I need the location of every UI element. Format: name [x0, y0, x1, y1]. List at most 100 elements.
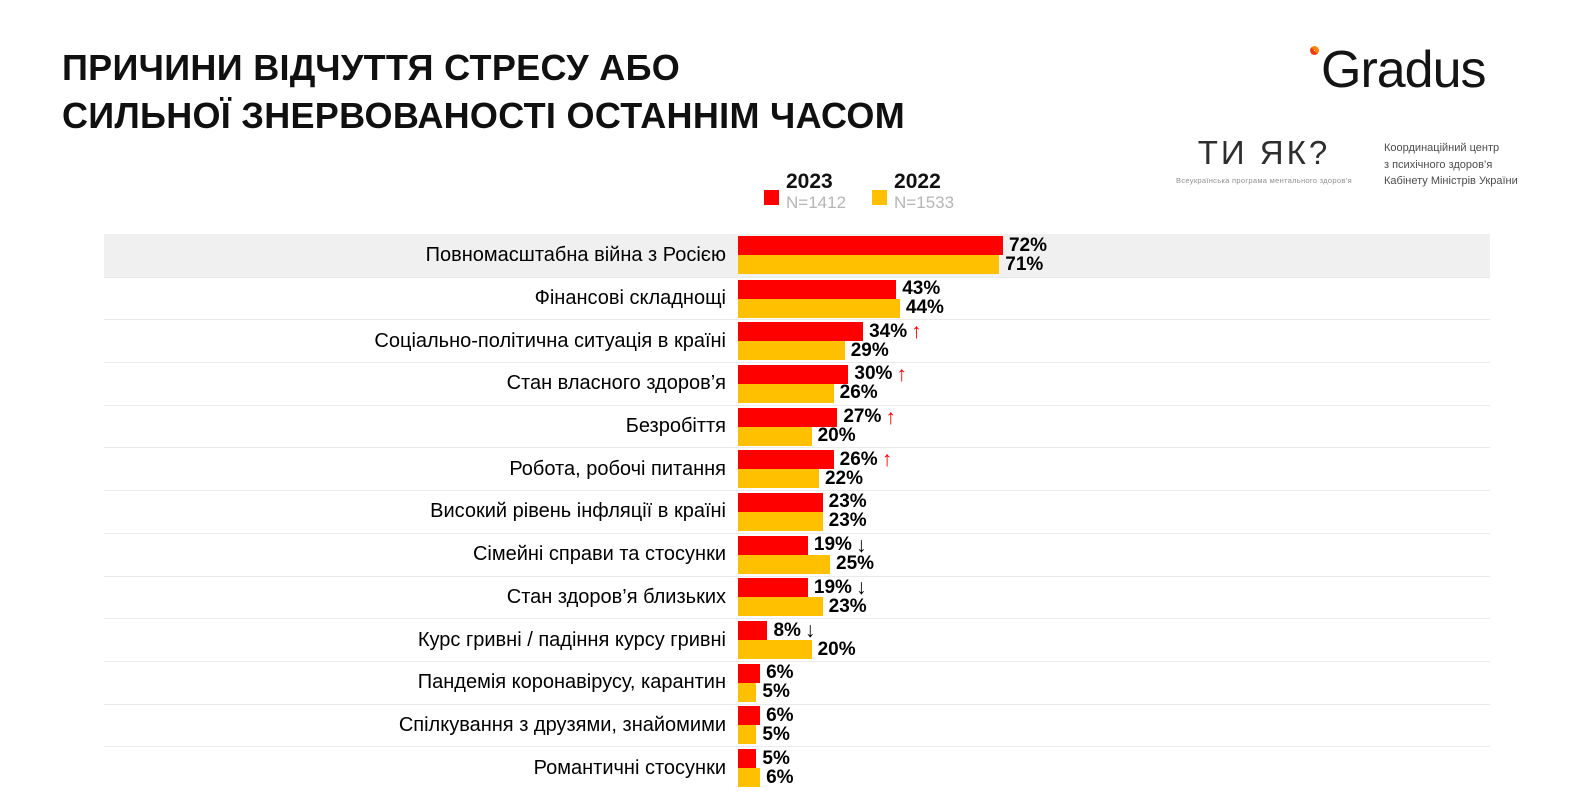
chart-legend: 2023 N=1412 2022 N=1533 — [764, 170, 954, 213]
row-bars: 34% ↑ 29% — [738, 320, 1490, 361]
bar-2022 — [738, 768, 761, 788]
bar-line-2023: 8% ↓ — [738, 620, 1490, 641]
bar-2023 — [738, 706, 761, 726]
legend-year-2023: 2023 — [786, 170, 833, 193]
bar-2023 — [738, 236, 1003, 256]
bar-value-2023: 6% — [766, 662, 794, 684]
bar-value-2023: 34% — [869, 320, 908, 342]
page-title: ПРИЧИНИ ВІДЧУТТЯ СТРЕСУ АБО СИЛЬНОЇ ЗНЕР… — [62, 44, 905, 139]
bar-line-2023: 19% ↓ — [738, 533, 1490, 557]
row-bars: 19% ↓ 23% — [738, 577, 1490, 617]
chart-row: Стан здоров’я близьких 19% ↓ 23% — [104, 575, 1490, 619]
bar-2023 — [738, 749, 757, 769]
bar-2022 — [738, 597, 823, 617]
row-label: Високий рівень інфляції в країні — [430, 500, 726, 523]
row-label: Фінансові складнощі — [534, 287, 726, 310]
row-label: Пандемія коронавірусу, карантин — [417, 671, 726, 694]
legend-sample-size-2022: N=1533 — [894, 193, 955, 213]
coordination-center-text: Координаційний центр з психічного здоров… — [1384, 142, 1518, 187]
gradus-wordmark: Gradus — [1321, 41, 1487, 99]
chart-row: Сімейні справи та стосунки 19% ↓ 25% — [104, 532, 1490, 576]
bar-2022 — [738, 511, 823, 531]
bar-line-2023: 34% ↑ — [738, 320, 1490, 344]
bar-value-2022: 20% — [817, 638, 856, 660]
chart-row: Робота, робочі питання 26% ↑ 22% — [104, 447, 1490, 490]
bar-line-2023: 30% ↑ — [738, 362, 1490, 386]
bar-line-2022: 6% — [738, 766, 1490, 788]
legend-item-2022: 2022 N=1533 — [872, 170, 954, 213]
chart-row: Соціально-політична ситуація в країні 34%… — [104, 319, 1490, 362]
row-bars: 19% ↓ 25% — [738, 533, 1490, 574]
bar-line-2022: 71% — [738, 254, 1490, 275]
bar-value-2022: 20% — [817, 425, 856, 447]
bar-2023 — [738, 621, 768, 641]
bar-2022 — [738, 640, 812, 660]
bar-2022 — [738, 341, 845, 361]
trend-up-arrow: ↑ — [911, 320, 922, 344]
bar-line-2022: 5% — [738, 723, 1490, 745]
page-title-line2: СИЛЬНОЇ ЗНЕРВОВАНОСТІ ОСТАННІМ ЧАСОМ — [62, 94, 906, 136]
bar-value-2022: 22% — [824, 467, 863, 489]
bar-2023 — [738, 407, 838, 427]
bar-2023 — [738, 535, 808, 555]
row-label: Стан власного здоров’я — [506, 372, 726, 395]
row-bars: 6% 5% — [738, 704, 1490, 745]
bar-2023 — [738, 322, 864, 342]
bar-2022 — [738, 426, 812, 446]
legend-swatch-2022-icon — [872, 190, 888, 205]
bar-value-2023: 23% — [828, 491, 867, 513]
row-bars: 27% ↑ 20% — [738, 405, 1490, 447]
legend-item-2023: 2023 N=1412 — [764, 170, 846, 213]
row-label: Повномасштабна війна з Росією — [425, 243, 726, 266]
bar-value-2023: 5% — [762, 747, 790, 769]
bar-2022 — [738, 255, 1000, 275]
bar-line-2022: 44% — [738, 297, 1490, 318]
row-bars: 8% ↓ 20% — [738, 620, 1490, 660]
bar-value-2022: 5% — [762, 723, 790, 745]
bar-2023 — [738, 663, 761, 683]
bar-line-2022: 29% — [738, 339, 1490, 361]
bar-value-2023: 6% — [766, 704, 794, 726]
bar-2023 — [738, 492, 823, 512]
row-bars: 5% 6% — [738, 747, 1490, 788]
trend-up-arrow: ↑ — [885, 405, 896, 429]
bar-value-2023: 27% — [843, 406, 882, 428]
bar-value-2023: 19% — [813, 534, 852, 556]
bar-line-2023: 5% — [738, 747, 1490, 769]
bar-2022 — [738, 298, 900, 318]
row-label: Романтичні стосунки — [533, 756, 726, 779]
bar-chart: Повномасштабна війна з Росією 72% 71% Фінан… — [104, 234, 1490, 789]
bar-line-2023: 43% — [738, 278, 1490, 300]
row-bars: 23% 23% — [738, 491, 1490, 532]
row-label: Безробіття — [625, 415, 726, 438]
tyyak-tagline: Всеукраїнська програма ментального здоро… — [1176, 176, 1352, 185]
bar-line-2022: 5% — [738, 681, 1490, 702]
bar-line-2023: 6% — [738, 704, 1490, 726]
chart-row: Стан власного здоров’я 30% ↑ 26% — [104, 362, 1490, 405]
bar-line-2023: 26% ↑ — [738, 448, 1490, 472]
bar-value-2022: 26% — [839, 382, 878, 404]
bar-value-2022: 6% — [766, 766, 794, 788]
chart-row: Спілкування з друзями, знайомими 6% 5% — [104, 703, 1490, 747]
trend-up-arrow: ↑ — [896, 362, 907, 386]
chart-row: Безробіття 27% ↑ 20% — [104, 404, 1490, 448]
row-label: Соціально-політична ситуація в країні — [374, 329, 726, 352]
bar-value-2022: 29% — [850, 339, 889, 361]
trend-down-arrow: ↓ — [855, 533, 867, 557]
bar-2022 — [738, 682, 757, 702]
bar-value-2023: 72% — [1008, 234, 1047, 256]
trend-up-arrow: ↑ — [881, 448, 893, 472]
bar-value-2023: 43% — [902, 278, 941, 300]
tyyak-wordmark: ТИ ЯК? — [1197, 134, 1331, 171]
row-label: Сімейні справи та стосунки — [472, 543, 726, 566]
bar-2022 — [738, 554, 830, 574]
bar-2023 — [738, 578, 808, 598]
bar-line-2023: 72% — [738, 234, 1490, 256]
legend-swatch-2023-icon — [764, 190, 779, 205]
bar-2023 — [738, 279, 897, 299]
bar-value-2022: 23% — [828, 510, 867, 532]
row-bars: 72% 71% — [738, 234, 1490, 275]
row-bars: 26% ↑ 22% — [738, 448, 1490, 489]
bar-line-2022: 23% — [738, 510, 1490, 532]
